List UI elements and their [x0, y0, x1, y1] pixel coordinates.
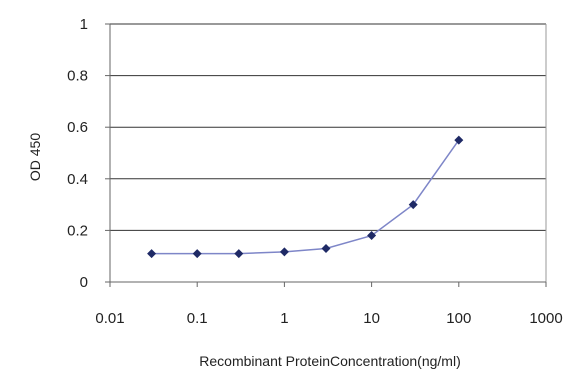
labels-layer: 0 0.2 0.4 0.6 0.8 1 0.01 0.1 1 10 100 1000 Recombina…	[27, 16, 563, 369]
series-layer	[147, 135, 464, 259]
x-tick-label: 1000	[529, 310, 562, 327]
x-tick-label: 0.1	[187, 310, 208, 327]
data-point	[279, 247, 289, 257]
axes-layer	[105, 23, 547, 287]
data-point	[234, 249, 244, 259]
data-point	[192, 249, 202, 259]
y-axis-title: OD 450	[27, 133, 43, 181]
y-tick-label: 0.2	[67, 222, 88, 239]
grid-layer	[110, 23, 546, 231]
y-tick-label: 1	[80, 16, 88, 33]
y-tick-label: 0.8	[67, 68, 88, 85]
x-tick-label: 1	[280, 310, 288, 327]
y-tick-label: 0.4	[67, 171, 88, 188]
y-tick-label: 0	[80, 274, 88, 291]
series-line	[151, 139, 460, 255]
data-point	[367, 231, 377, 241]
x-tick-label: 100	[446, 310, 471, 327]
data-point	[454, 135, 464, 145]
data-point	[147, 249, 157, 259]
data-point	[321, 243, 331, 253]
x-tick-label: 10	[363, 310, 380, 327]
y-tick-label: 0.6	[67, 119, 88, 136]
x-axis-title: Recombinant ProteinConcentration(ng/ml)	[199, 353, 460, 369]
x-tick-label: 0.01	[95, 310, 124, 327]
data-point	[408, 200, 418, 210]
